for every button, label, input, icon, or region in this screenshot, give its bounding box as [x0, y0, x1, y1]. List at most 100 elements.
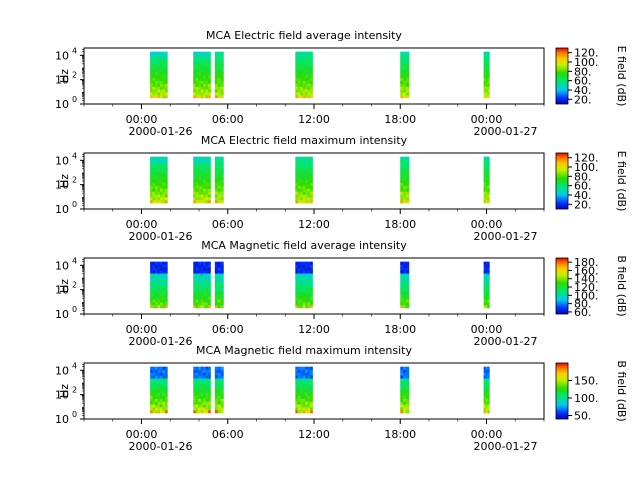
- spectrogram-cell: [310, 296, 313, 300]
- spectrogram-cell: [305, 375, 308, 379]
- spectrogram-cell: [485, 378, 488, 382]
- spectrogram-cell: [307, 366, 311, 370]
- spectrogram-cell: [302, 168, 306, 172]
- spectrogram-cell: [295, 305, 299, 309]
- spectrogram-cell: [485, 389, 488, 393]
- spectrogram-cell: [295, 174, 299, 178]
- spectrogram-cell: [310, 92, 313, 96]
- spectrogram-cell: [205, 162, 209, 166]
- spectrogram-cell: [310, 69, 313, 73]
- spectrogram-cell: [307, 162, 311, 166]
- spectrogram-cell: [302, 287, 306, 291]
- spectrogram-cell: [162, 176, 166, 181]
- spectrogram-cell: [302, 86, 306, 90]
- spectrogram-cell: [198, 60, 201, 64]
- spectrogram-cell: [205, 77, 209, 81]
- spectrogram-cell: [487, 86, 490, 90]
- spectrogram-cell: [485, 293, 488, 297]
- spectrogram-cell: [205, 57, 209, 61]
- spectrogram-cell: [200, 284, 204, 288]
- spectrogram-cell: [485, 156, 488, 160]
- spectrogram-cell: [302, 369, 306, 373]
- spectrogram-cell: [193, 200, 197, 204]
- spectrogram-cell: [483, 264, 486, 268]
- spectrogram-cell: [220, 191, 224, 195]
- spectrogram-cell: [200, 71, 204, 76]
- spectrogram-cell: [164, 392, 168, 396]
- spectrogram-cell: [305, 366, 308, 370]
- colorbar-tick-label: 150.: [574, 375, 599, 388]
- spectrogram-cell: [150, 51, 153, 55]
- spectrogram-cell: [164, 369, 168, 373]
- spectrogram-cell: [200, 261, 204, 265]
- spectrogram-cell: [487, 185, 490, 189]
- spectrogram-cell: [307, 407, 311, 411]
- x-tick-label: 06:00: [212, 113, 244, 126]
- spectrogram-cell: [300, 302, 303, 306]
- spectrogram-cell: [157, 74, 161, 78]
- spectrogram-cell: [220, 51, 224, 55]
- spectrogram-cell: [157, 83, 161, 87]
- spectrogram-cell: [195, 66, 199, 70]
- spectrogram-cell: [152, 410, 156, 414]
- spectrogram-cell: [195, 92, 199, 96]
- spectrogram-cell: [203, 284, 206, 288]
- spectrogram-cell: [406, 185, 410, 189]
- spectrogram-cell: [217, 191, 221, 195]
- spectrogram-cell: [150, 389, 153, 393]
- spectrogram-cell: [406, 404, 410, 408]
- spectrogram-cell: [400, 171, 404, 175]
- spectrogram-cell: [485, 162, 488, 166]
- spectrogram-cell: [203, 71, 206, 76]
- spectrogram-cell: [159, 165, 163, 169]
- spectrogram-cell: [403, 384, 407, 388]
- spectrogram-cell: [217, 197, 221, 201]
- spectrogram-cell: [200, 410, 204, 414]
- spectrogram-cell: [198, 51, 201, 55]
- spectrogram-cell: [485, 305, 488, 309]
- spectrogram-cell: [195, 381, 199, 385]
- spectrogram-cell: [302, 185, 306, 189]
- spectrogram-cell: [155, 299, 158, 303]
- spectrogram-cell: [162, 299, 166, 303]
- spectrogram-cell: [198, 395, 201, 399]
- spectrogram-cell: [305, 71, 308, 76]
- spectrogram-cell: [205, 197, 209, 201]
- spectrogram-cell: [400, 381, 404, 385]
- spectrogram-cell: [200, 60, 204, 64]
- spectrogram-cell: [487, 197, 490, 201]
- spectrogram-cell: [150, 261, 153, 265]
- spectrogram-cell: [205, 273, 209, 277]
- spectrogram-cell: [300, 162, 303, 166]
- spectrogram-cell: [220, 54, 224, 58]
- spectrogram-cell: [220, 60, 224, 64]
- spectrogram-cell: [150, 299, 153, 303]
- spectrogram-cell: [152, 176, 156, 181]
- spectrogram-cell: [300, 290, 303, 294]
- spectrogram-cell: [406, 182, 410, 186]
- colorbar-tick-label: 100.: [574, 289, 599, 302]
- spectrogram-cell: [487, 395, 490, 399]
- spectrogram-cell: [152, 386, 156, 391]
- spectrogram-cell: [214, 378, 218, 382]
- spectrogram-cell: [403, 197, 407, 201]
- spectrogram-cell: [164, 305, 168, 309]
- spectrogram-cell: [155, 71, 158, 76]
- spectrogram-cell: [159, 168, 163, 172]
- spectrogram-cell: [162, 86, 166, 90]
- spectrogram-cell: [152, 159, 156, 163]
- spectrogram-cell: [400, 66, 404, 70]
- spectrogram-cell: [485, 86, 488, 90]
- spectrogram-cell: [164, 57, 168, 61]
- colorbar-tick-label: 120.: [574, 152, 599, 165]
- spectrogram-cell: [302, 95, 306, 99]
- spectrogram-cell: [310, 191, 313, 195]
- spectrogram-cell: [164, 95, 168, 99]
- spectrogram-cell: [162, 404, 166, 408]
- spectrogram-cell: [155, 159, 158, 163]
- spectrogram-cell: [217, 270, 221, 274]
- spectrogram-cell: [300, 395, 303, 399]
- spectrogram-cell: [483, 381, 486, 385]
- spectrogram-cell: [302, 197, 306, 201]
- spectrogram-cell: [295, 264, 299, 268]
